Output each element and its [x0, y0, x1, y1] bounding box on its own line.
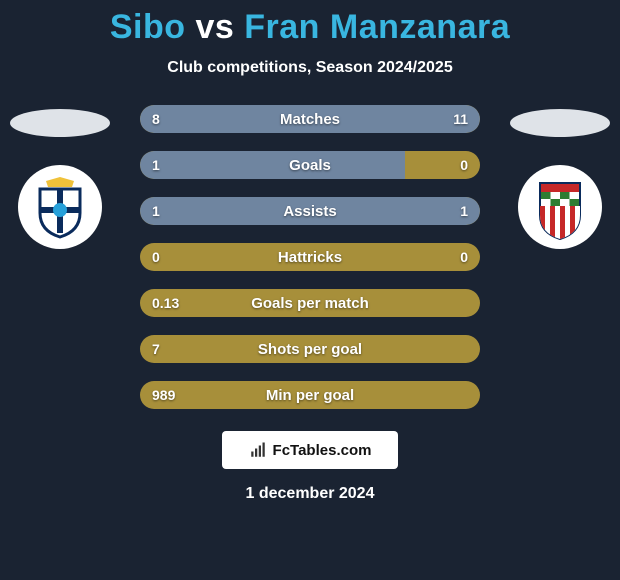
player-right-silhouette [510, 109, 610, 137]
comparison-area: 8Matches111Goals01Assists10Hattricks00.1… [0, 105, 620, 409]
stat-value-right: 0 [460, 243, 468, 271]
crest-right-icon [526, 173, 594, 241]
stat-label: Assists [140, 197, 480, 225]
player-left-silhouette [10, 109, 110, 137]
chart-icon [249, 441, 267, 459]
stat-bars: 8Matches111Goals01Assists10Hattricks00.1… [140, 105, 480, 409]
stat-label: Shots per goal [140, 335, 480, 363]
footer-label: FcTables.com [273, 442, 372, 459]
stat-value-right: 11 [453, 105, 468, 133]
stat-value-right: 1 [460, 197, 468, 225]
date-label: 1 december 2024 [0, 485, 620, 503]
subtitle: Club competitions, Season 2024/2025 [0, 59, 620, 77]
player-left-crest [18, 165, 102, 249]
title-player-right: Fran Manzanara [244, 8, 510, 46]
stat-label: Min per goal [140, 381, 480, 409]
stat-value-right: 0 [460, 151, 468, 179]
stat-row: 989Min per goal [140, 381, 480, 409]
stat-label: Hattricks [140, 243, 480, 271]
stat-label: Matches [140, 105, 480, 133]
stat-row: 1Goals0 [140, 151, 480, 179]
stat-row: 8Matches11 [140, 105, 480, 133]
crest-left-icon [26, 173, 94, 241]
stat-row: 7Shots per goal [140, 335, 480, 363]
stat-label: Goals [140, 151, 480, 179]
stat-row: 0Hattricks0 [140, 243, 480, 271]
title-vs: vs [195, 8, 234, 46]
player-right-column [500, 105, 620, 249]
stat-row: 0.13Goals per match [140, 289, 480, 317]
footer-badge[interactable]: FcTables.com [222, 431, 398, 469]
stat-row: 1Assists1 [140, 197, 480, 225]
player-right-crest [518, 165, 602, 249]
title-player-left: Sibo [110, 8, 186, 46]
player-left-column [0, 105, 120, 249]
page-title: Sibo vs Fran Manzanara [0, 0, 620, 47]
stat-label: Goals per match [140, 289, 480, 317]
